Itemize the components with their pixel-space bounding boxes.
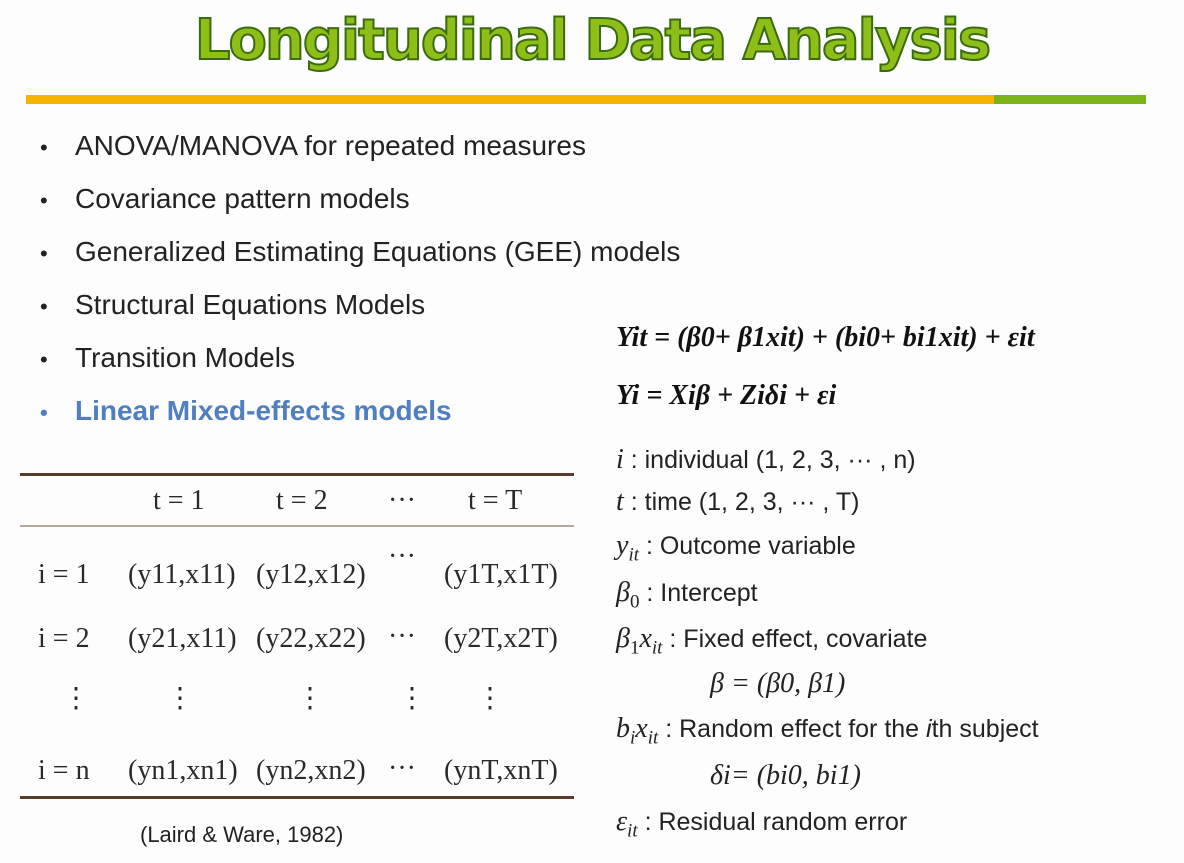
table-cell-dots: ···: [388, 541, 416, 572]
table-cell: (y22,x22): [256, 623, 366, 654]
list-item: • Transition Models: [40, 336, 680, 389]
bullet-icon: •: [40, 188, 48, 213]
vdots: ⋮: [296, 683, 324, 714]
bullet-icon: •: [40, 135, 48, 160]
bullet-icon: •: [40, 241, 48, 266]
delta-vector: δi= (bi0, bi1): [710, 760, 861, 791]
citation: (Laird & Ware, 1982): [140, 822, 344, 847]
definition-t: t : time (1, 2, 3, ··· , T): [616, 486, 860, 517]
list-item: • Structural Equations Models: [40, 283, 680, 336]
method-list: • ANOVA/MANOVA for repeated measures • Cov…: [40, 124, 680, 442]
definition-bi: bixit : Random effect for the ith subjec…: [616, 713, 1039, 749]
beta-vector: β = (β0, β1): [710, 668, 846, 699]
definition-epsilon: εit : Residual random error: [616, 806, 908, 842]
header-tT: t = T: [468, 485, 523, 516]
vdots: ⋮: [166, 683, 194, 714]
list-item: • Generalized Estimating Equations (GEE) …: [40, 230, 680, 283]
list-item: • Covariance pattern models: [40, 177, 680, 230]
bullet-icon: •: [40, 294, 48, 319]
header-t2: t = 2: [276, 485, 328, 516]
definition-i: i : individual (1, 2, 3, ··· , n): [616, 444, 916, 475]
table-cell: (yn1,xn1): [128, 755, 238, 786]
table-bottom-rule: [20, 796, 574, 799]
row-label: i = 2: [38, 623, 90, 654]
title-underline-green: [994, 95, 1146, 104]
table-cell: (yn2,xn2): [256, 755, 366, 786]
vdots: ⋮: [62, 683, 90, 714]
bullet-icon: •: [40, 347, 48, 372]
table-cell: (y11,x11): [128, 559, 236, 590]
vdots: ⋮: [398, 683, 426, 714]
bullet-icon: •: [40, 400, 48, 425]
model-equation-scalar: Yit = (β0+ β1xit) + (bi0+ bi1xit) + εit: [616, 322, 1035, 353]
definition-beta0: β0 : Intercept: [616, 577, 758, 613]
list-item: • ANOVA/MANOVA for repeated measures: [40, 124, 680, 177]
table-cell: (y1T,x1T): [444, 559, 558, 590]
title-underline-orange: [26, 95, 994, 104]
row-label: i = n: [38, 755, 90, 786]
table-header-rule: [20, 525, 574, 527]
slide-title: Longitudinal Data Analysis: [194, 7, 992, 74]
list-item-highlighted: • Linear Mixed-effects models: [40, 389, 680, 442]
vdots: ⋮: [476, 683, 504, 714]
row-label: i = 1: [38, 559, 90, 590]
data-layout-table: t = 1 t = 2 ··· t = T i = 1 (y11,x11) (y…: [20, 473, 574, 801]
model-equation-matrix: Yi = Xiβ + Ziδi + εi: [616, 380, 837, 411]
header-t1: t = 1: [153, 485, 205, 516]
table-cell: (y12,x12): [256, 559, 366, 590]
table-top-rule: [20, 473, 574, 476]
table-cell: (ynT,xnT): [444, 755, 558, 786]
definition-beta1: β1xit : Fixed effect, covariate: [616, 623, 928, 659]
table-cell: (y2T,x2T): [444, 623, 558, 654]
definition-y: yit : Outcome variable: [616, 530, 856, 566]
table-cell-dots: ···: [388, 753, 416, 784]
header-dots: ···: [388, 485, 416, 516]
table-cell: (y21,x11): [128, 623, 237, 654]
table-cell-dots: ···: [388, 621, 416, 652]
